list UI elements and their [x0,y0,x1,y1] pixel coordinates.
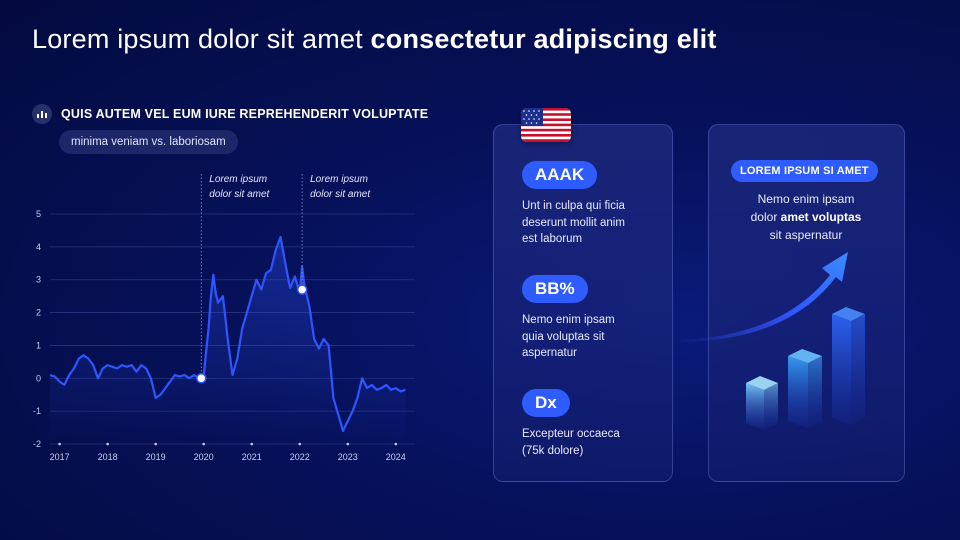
kpi-text-3: Excepteur occaeca (75k dolore) [522,428,620,457]
y-tick-label: -2 [33,439,41,449]
y-tick-label: -1 [33,406,41,416]
line-chart: -2 -1 0 1 2 3 4 5 2017 2018 2019 2020 2021 2022 2023 20… [33,174,415,462]
annotation-label: dolor sit amet [310,189,371,200]
x-tick-label: 2023 [338,452,358,462]
series-line [49,235,406,432]
kpi-badge-dx: Dx [522,389,570,417]
x-tick-label: 2020 [194,452,214,462]
annotation-label: dolor sit amet [209,189,270,200]
y-tick-label: 4 [36,242,41,252]
kpi-text-1: Unt in culpa qui ficia deserunt mollit an… [522,200,625,245]
x-tick-label: 2018 [98,452,118,462]
annotation-point [296,284,308,295]
annotation-label: Lorem ipsum [310,174,368,185]
kpi-badge-bb: BB% [522,275,588,303]
highlight-badge: LOREM IPSUM SI AMET [731,160,878,182]
x-tick-label: 2024 [386,452,406,462]
growth-arrow-bars-icon [676,252,865,430]
x-tick-label: 2019 [146,452,166,462]
us-flag-icon [521,108,571,142]
x-tick-label: 2022 [290,452,310,462]
x-tick-label: 2021 [242,452,262,462]
annotation-point [196,373,207,384]
y-tick-label: 1 [36,340,41,350]
page-title: Lorem ipsum dolor sit amet consectetur a… [32,24,717,54]
kpi-text-2: Nemo enim ipsam quia voluptas sit aspernat… [522,314,615,359]
chart-header: QUIS AUTEM VEL EUM IURE REPREHENDERIT VO… [32,104,428,124]
y-tick-label: 3 [36,275,41,285]
x-tick-label: 2017 [50,452,70,462]
highlight-text: Nemo enim ipsam dolor amet voluptas sit … [750,192,862,242]
y-tick-label: 2 [36,308,41,318]
y-tick-label: 5 [36,209,41,219]
y-tick-label: 0 [36,373,41,383]
chart-subtitle-pill: minima veniam vs. laboriosam [59,130,238,154]
chart-title: QUIS AUTEM VEL EUM IURE REPREHENDERIT VO… [61,107,429,121]
annotation-label: Lorem ipsum [209,174,267,185]
kpi-badge-aaak: AAAK [522,161,598,189]
bar-chart-icon [32,104,52,124]
